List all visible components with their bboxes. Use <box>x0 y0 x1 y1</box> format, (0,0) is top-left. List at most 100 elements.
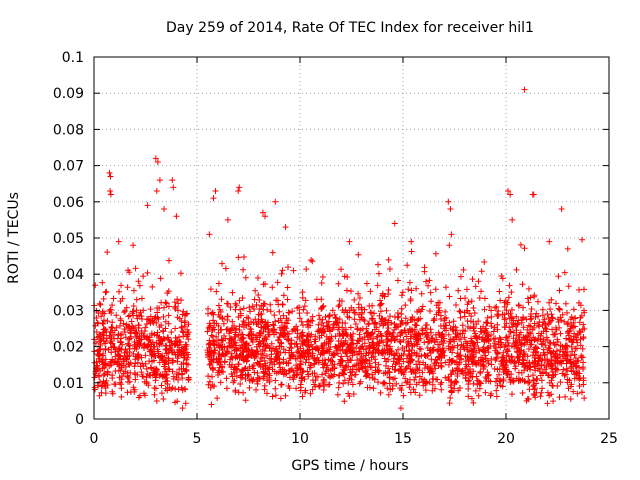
data-point <box>319 329 326 336</box>
data-point <box>366 384 373 391</box>
data-point <box>243 340 250 347</box>
data-point <box>107 358 114 365</box>
data-point <box>125 313 132 320</box>
data-point <box>299 294 306 301</box>
data-point <box>445 345 452 352</box>
data-point <box>559 311 566 318</box>
data-point <box>272 385 279 392</box>
data-point <box>229 344 236 351</box>
data-point <box>275 369 282 376</box>
data-point <box>383 307 390 314</box>
data-point <box>481 295 488 302</box>
data-point <box>107 173 114 180</box>
data-point <box>315 383 322 390</box>
data-point <box>172 334 179 341</box>
data-point <box>149 351 156 358</box>
data-point <box>394 356 401 363</box>
data-point <box>339 357 346 364</box>
data-point <box>210 317 217 324</box>
data-point <box>537 393 544 400</box>
data-point <box>435 304 442 311</box>
data-point <box>371 376 378 383</box>
data-point <box>358 350 365 357</box>
data-point <box>219 260 226 267</box>
data-point <box>535 313 542 320</box>
data-point <box>168 329 175 336</box>
data-point <box>269 393 276 400</box>
data-point <box>116 288 123 295</box>
data-point <box>99 279 106 286</box>
data-point <box>223 326 230 333</box>
data-point <box>118 381 125 388</box>
data-point <box>573 363 580 370</box>
data-point <box>386 266 393 273</box>
data-point <box>208 332 215 339</box>
data-point <box>166 257 173 264</box>
data-point <box>525 396 532 403</box>
data-point <box>477 361 484 368</box>
data-point <box>108 334 115 341</box>
data-point <box>185 361 192 368</box>
data-point <box>399 289 406 296</box>
data-point <box>570 319 577 326</box>
data-point <box>98 313 105 320</box>
data-point <box>385 291 392 298</box>
data-point <box>259 363 266 370</box>
data-point <box>367 364 374 371</box>
data-point <box>137 340 144 347</box>
data-point <box>235 332 242 339</box>
data-point <box>228 353 235 360</box>
data-point <box>521 86 528 93</box>
data-point <box>99 365 106 372</box>
data-point <box>271 361 278 368</box>
data-point <box>465 377 472 384</box>
data-point <box>552 300 559 307</box>
data-point <box>553 357 560 364</box>
data-point <box>519 356 526 363</box>
data-point <box>383 330 390 337</box>
data-point <box>117 298 124 305</box>
data-point <box>138 369 145 376</box>
data-point <box>358 309 365 316</box>
data-point <box>419 330 426 337</box>
data-point <box>425 282 432 289</box>
data-point <box>451 380 458 387</box>
data-point <box>365 321 372 328</box>
data-point <box>375 379 382 386</box>
data-point <box>93 366 100 373</box>
data-point <box>482 389 489 396</box>
data-point <box>453 327 460 334</box>
data-point <box>481 306 488 313</box>
data-point <box>289 351 296 358</box>
data-point <box>384 328 391 335</box>
data-point <box>244 357 251 364</box>
data-point <box>102 384 109 391</box>
data-point <box>413 330 420 337</box>
data-point <box>247 308 254 315</box>
data-point <box>462 327 469 334</box>
data-point <box>429 387 436 394</box>
data-point <box>274 297 281 304</box>
data-point <box>163 346 170 353</box>
data-point <box>297 354 304 361</box>
data-point <box>272 392 279 399</box>
data-point <box>528 341 535 348</box>
data-point <box>395 346 402 353</box>
data-point <box>345 390 352 397</box>
data-point <box>130 302 137 309</box>
data-point <box>341 340 348 347</box>
data-point <box>285 264 292 271</box>
data-point <box>408 287 415 294</box>
data-point <box>462 295 469 302</box>
data-point <box>140 390 147 397</box>
data-point <box>438 363 445 370</box>
data-point <box>518 341 525 348</box>
data-point <box>438 386 445 393</box>
data-point <box>208 310 215 317</box>
data-point <box>426 277 433 284</box>
data-point <box>110 343 117 350</box>
data-point <box>279 301 286 308</box>
data-point <box>476 348 483 355</box>
data-point <box>561 269 568 276</box>
data-point <box>457 308 464 315</box>
